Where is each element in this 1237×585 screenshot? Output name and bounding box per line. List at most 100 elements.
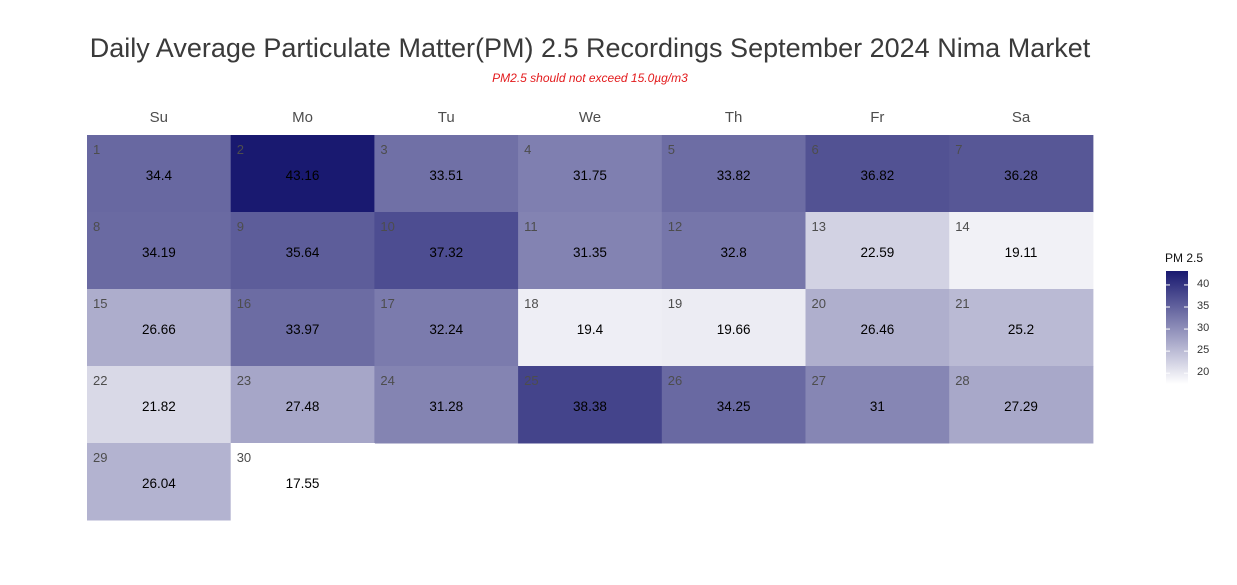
day-number-22: 22 xyxy=(93,373,107,388)
legend-tick-label-20: 20 xyxy=(1197,366,1210,379)
day-cell-22 xyxy=(87,366,232,444)
day-number-27: 27 xyxy=(812,373,826,388)
day-number-12: 12 xyxy=(668,219,682,234)
day-cell-3 xyxy=(374,135,519,213)
day-value-18: 19.4 xyxy=(577,322,604,337)
day-value-21: 25.2 xyxy=(1008,322,1034,337)
legend-tick-label-40: 40 xyxy=(1197,277,1210,290)
legend-tick-label-25: 25 xyxy=(1197,344,1210,357)
day-number-24: 24 xyxy=(380,373,394,388)
day-number-4: 4 xyxy=(524,142,531,157)
day-cell-17 xyxy=(374,289,519,367)
day-value-13: 22.59 xyxy=(860,245,894,260)
day-number-5: 5 xyxy=(668,142,675,157)
day-number-9: 9 xyxy=(237,219,244,234)
day-number-20: 20 xyxy=(812,296,826,311)
day-value-12: 32.8 xyxy=(721,245,747,260)
day-value-7: 36.28 xyxy=(1004,168,1038,183)
day-number-23: 23 xyxy=(237,373,251,388)
day-number-17: 17 xyxy=(380,296,394,311)
chart-subtitle: PM2.5 should not exceed 15.0µg/m3 xyxy=(492,71,688,85)
day-cell-30 xyxy=(230,443,375,521)
legend-title: PM 2.5 xyxy=(1165,251,1204,265)
weekday-header-tu: Tu xyxy=(438,109,455,126)
day-cell-25 xyxy=(518,366,663,444)
day-value-29: 26.04 xyxy=(142,476,176,491)
day-cell-7 xyxy=(949,135,1094,213)
day-number-3: 3 xyxy=(380,142,387,157)
day-number-18: 18 xyxy=(524,296,538,311)
day-value-3: 33.51 xyxy=(429,168,463,183)
day-value-6: 36.82 xyxy=(860,168,894,183)
day-cell-14 xyxy=(949,212,1094,290)
day-value-15: 26.66 xyxy=(142,322,176,337)
day-value-26: 34.25 xyxy=(717,399,751,414)
weekday-header-th: Th xyxy=(725,109,743,126)
day-number-26: 26 xyxy=(668,373,682,388)
day-value-17: 32.24 xyxy=(429,322,463,337)
day-value-23: 27.48 xyxy=(286,399,320,414)
weekday-header-sa: Sa xyxy=(1012,109,1031,126)
day-cell-19 xyxy=(661,289,806,367)
day-cell-24 xyxy=(374,366,519,444)
day-value-22: 21.82 xyxy=(142,399,176,414)
day-cell-9 xyxy=(230,212,375,290)
day-number-8: 8 xyxy=(93,219,100,234)
day-cell-4 xyxy=(518,135,663,213)
day-cell-21 xyxy=(949,289,1094,367)
day-number-29: 29 xyxy=(93,450,107,465)
day-value-2: 43.16 xyxy=(286,168,320,183)
day-value-28: 27.29 xyxy=(1004,399,1038,414)
day-cell-15 xyxy=(87,289,232,367)
day-number-1: 1 xyxy=(93,142,100,157)
day-cell-10 xyxy=(374,212,519,290)
day-cell-20 xyxy=(805,289,950,367)
day-number-25: 25 xyxy=(524,373,538,388)
day-number-2: 2 xyxy=(237,142,244,157)
day-number-16: 16 xyxy=(237,296,251,311)
day-cell-11 xyxy=(518,212,663,290)
day-value-4: 31.75 xyxy=(573,168,607,183)
day-value-16: 33.97 xyxy=(286,322,320,337)
day-value-8: 34.19 xyxy=(142,245,176,260)
day-cell-5 xyxy=(661,135,806,213)
day-number-10: 10 xyxy=(380,219,394,234)
day-value-19: 19.66 xyxy=(717,322,751,337)
day-value-27: 31 xyxy=(870,399,885,414)
day-number-15: 15 xyxy=(93,296,107,311)
day-number-21: 21 xyxy=(955,296,969,311)
day-cell-13 xyxy=(805,212,950,290)
day-number-30: 30 xyxy=(237,450,251,465)
day-cell-29 xyxy=(87,443,232,521)
day-cell-26 xyxy=(661,366,806,444)
weekday-header-we: We xyxy=(579,109,601,126)
day-cell-27 xyxy=(805,366,950,444)
legend-color-bar xyxy=(1166,271,1188,384)
day-value-30: 17.55 xyxy=(286,476,320,491)
day-number-28: 28 xyxy=(955,373,969,388)
day-cell-18 xyxy=(518,289,663,367)
day-number-19: 19 xyxy=(668,296,682,311)
day-cell-12 xyxy=(661,212,806,290)
chart-title: Daily Average Particulate Matter(PM) 2.5… xyxy=(89,33,1091,63)
day-value-10: 37.32 xyxy=(429,245,463,260)
day-value-1: 34.4 xyxy=(146,168,173,183)
day-value-20: 26.46 xyxy=(860,322,894,337)
day-cell-2 xyxy=(230,135,375,213)
day-cell-28 xyxy=(949,366,1094,444)
day-cell-16 xyxy=(230,289,375,367)
day-value-14: 19.11 xyxy=(1005,245,1038,260)
day-cell-6 xyxy=(805,135,950,213)
day-number-7: 7 xyxy=(955,142,962,157)
day-value-24: 31.28 xyxy=(429,399,463,414)
day-number-11: 11 xyxy=(524,219,538,234)
legend-tick-label-30: 30 xyxy=(1197,322,1210,335)
day-number-6: 6 xyxy=(812,142,819,157)
day-cell-8 xyxy=(87,212,232,290)
weekday-header-fr: Fr xyxy=(870,109,884,126)
weekday-header-mo: Mo xyxy=(292,109,313,126)
day-value-11: 31.35 xyxy=(573,245,607,260)
weekday-header-su: Su xyxy=(150,109,168,126)
